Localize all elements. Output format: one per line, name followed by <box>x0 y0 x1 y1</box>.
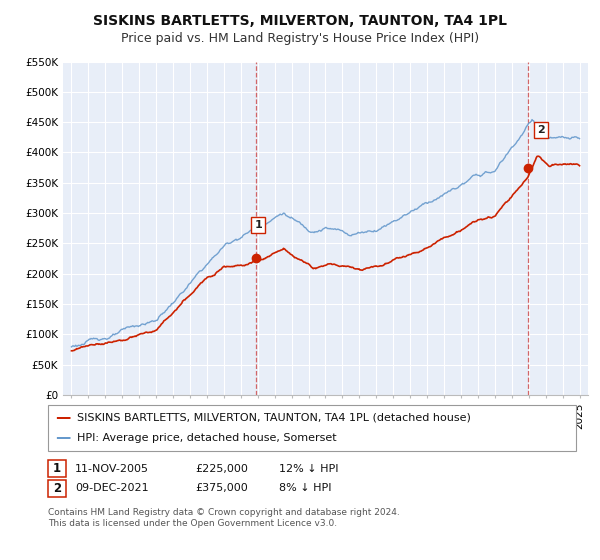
Text: 8% ↓ HPI: 8% ↓ HPI <box>279 483 331 493</box>
Text: 1: 1 <box>53 462 61 475</box>
Text: 2: 2 <box>53 482 61 495</box>
Text: HPI: Average price, detached house, Somerset: HPI: Average price, detached house, Some… <box>77 433 337 443</box>
Text: SISKINS BARTLETTS, MILVERTON, TAUNTON, TA4 1PL (detached house): SISKINS BARTLETTS, MILVERTON, TAUNTON, T… <box>77 413 470 423</box>
Text: SISKINS BARTLETTS, MILVERTON, TAUNTON, TA4 1PL: SISKINS BARTLETTS, MILVERTON, TAUNTON, T… <box>93 14 507 28</box>
Text: £375,000: £375,000 <box>195 483 248 493</box>
Text: £225,000: £225,000 <box>195 464 248 474</box>
Text: —: — <box>55 431 71 445</box>
Text: —: — <box>55 410 71 425</box>
Text: 2: 2 <box>537 125 545 135</box>
Text: 12% ↓ HPI: 12% ↓ HPI <box>279 464 338 474</box>
Text: Price paid vs. HM Land Registry's House Price Index (HPI): Price paid vs. HM Land Registry's House … <box>121 32 479 45</box>
Text: 11-NOV-2005: 11-NOV-2005 <box>75 464 149 474</box>
Text: Contains HM Land Registry data © Crown copyright and database right 2024.
This d: Contains HM Land Registry data © Crown c… <box>48 508 400 528</box>
Text: 1: 1 <box>254 220 262 230</box>
Text: 09-DEC-2021: 09-DEC-2021 <box>75 483 149 493</box>
